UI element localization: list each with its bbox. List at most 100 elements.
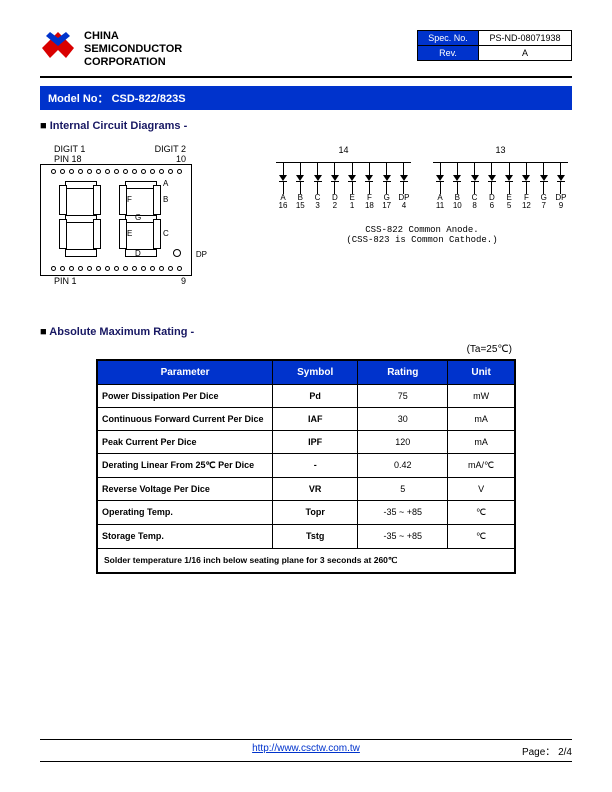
diode: A11 — [433, 163, 447, 212]
table-row: Continuous Forward Current Per DiceIAF30… — [97, 407, 515, 430]
table-row: Power Dissipation Per DicePd75mW — [97, 384, 515, 407]
diode: E1 — [345, 163, 359, 212]
header: CHINA SEMICONDUCTOR CORPORATION Spec. No… — [40, 30, 572, 70]
pin18-label: PIN 18 — [54, 154, 82, 164]
header-divider — [40, 76, 572, 78]
model-number: CSD-822/823S — [112, 93, 186, 105]
param-cell: Operating Temp. — [97, 500, 273, 524]
diode: C3 — [311, 163, 325, 212]
diode-pin: 7 — [537, 202, 551, 211]
digit-1 — [59, 181, 101, 257]
diode-pin: 12 — [519, 202, 533, 211]
unit-cell: V — [448, 477, 515, 500]
unit-cell: mA/℃ — [448, 453, 515, 477]
rating-header: Parameter — [97, 360, 273, 385]
pin9-label: 9 — [181, 276, 186, 286]
seg-g-label: G — [135, 213, 141, 222]
digit2-label: DIGIT 2 — [155, 144, 186, 154]
table-row: Derating Linear From 25℃ Per Dice-0.42mA… — [97, 453, 515, 477]
symbol-cell: VR — [273, 477, 358, 500]
rating-cell: 30 — [358, 407, 448, 430]
seg-a-label: A — [163, 179, 168, 188]
unit-cell: ℃ — [448, 524, 515, 548]
dp-dot — [173, 249, 181, 257]
table-row: Peak Current Per DiceIPF120mA — [97, 430, 515, 453]
diode: D6 — [485, 163, 499, 212]
page-value: 2/4 — [558, 747, 572, 758]
footer-page: Page： 2/4 — [522, 743, 572, 758]
rating-section-title: Absolute Maximum Rating - — [40, 326, 572, 338]
symbol-cell: IPF — [273, 430, 358, 453]
digit1-label: DIGIT 1 — [54, 144, 85, 154]
diode-pin: 18 — [362, 202, 376, 211]
pin10-label: 10 — [176, 154, 186, 164]
unit-cell: mA — [448, 430, 515, 453]
diode: G7 — [537, 163, 551, 212]
footer-url[interactable]: http://www.csctw.com.tw — [252, 743, 360, 754]
diode-pin: 11 — [433, 202, 447, 211]
circuit-diagram: 14 A16B15C3D2E1F18G17DP4 13 A11B10C8D6E5… — [272, 144, 572, 246]
diode-pin: 15 — [293, 202, 307, 211]
common-pin-right: 13 — [433, 145, 568, 155]
diode: DP4 — [397, 163, 411, 212]
spec-no-label: Spec. No. — [418, 31, 479, 46]
company-name: CHINA SEMICONDUCTOR CORPORATION — [84, 30, 182, 70]
diode-pin: 16 — [276, 202, 290, 211]
diode: F18 — [362, 163, 376, 212]
spec-table: Spec. No. PS-ND-08071938 Rev. A — [417, 30, 572, 61]
dp-label: DP — [196, 250, 207, 259]
param-cell: Reverse Voltage Per Dice — [97, 477, 273, 500]
diode-pin: 4 — [397, 202, 411, 211]
diode: C8 — [468, 163, 482, 212]
rating-header: Rating — [358, 360, 448, 385]
param-cell: Continuous Forward Current Per Dice — [97, 407, 273, 430]
seg-c-label: C — [163, 229, 169, 238]
page-label: Page： — [522, 747, 555, 758]
seg-b-label: B — [163, 195, 168, 204]
model-bar: Model No： CSD-822/823S — [40, 86, 572, 110]
diode-pin: 2 — [328, 202, 342, 211]
symbol-cell: Topr — [273, 500, 358, 524]
symbol-cell: IAF — [273, 407, 358, 430]
diode-pin: 9 — [554, 202, 568, 211]
logo-company-block: CHINA SEMICONDUCTOR CORPORATION — [40, 30, 182, 70]
company-logo-icon — [40, 30, 76, 60]
rating-cell: -35 ~ +85 — [358, 524, 448, 548]
unit-cell: mA — [448, 407, 515, 430]
rev-label: Rev. — [418, 46, 479, 61]
caption-line1: CSS-822 Common Anode. — [272, 225, 572, 235]
diagrams-row: DIGIT 1 DIGIT 2 PIN 18 10 — [40, 144, 572, 286]
diode-pin: 10 — [450, 202, 464, 211]
seg-d-label: D — [135, 249, 141, 258]
rating-cell: -35 ~ +85 — [358, 500, 448, 524]
diode-pin: 6 — [485, 202, 499, 211]
model-prefix: Model No： — [48, 93, 109, 105]
diode: D2 — [328, 163, 342, 212]
table-row: Operating Temp.Topr-35 ~ +85℃ — [97, 500, 515, 524]
diode: G17 — [380, 163, 394, 212]
diode: A16 — [276, 163, 290, 212]
diode-group-right: 13 A11B10C8D6E5F12G7DP9 — [433, 144, 568, 212]
unit-cell: ℃ — [448, 500, 515, 524]
unit-cell: mW — [448, 384, 515, 407]
circuit-section-title: Internal Circuit Diagrams - — [40, 120, 572, 132]
diode-pin: 17 — [380, 202, 394, 211]
ta-note: (Ta=25℃) — [40, 344, 512, 355]
seven-segment-diagram: DIGIT 1 DIGIT 2 PIN 18 10 — [40, 144, 200, 286]
diode-pin: 8 — [468, 202, 482, 211]
caption-line2: (CSS-823 is Common Cathode.) — [272, 235, 572, 245]
param-cell: Peak Current Per Dice — [97, 430, 273, 453]
rating-cell: 5 — [358, 477, 448, 500]
diode: B10 — [450, 163, 464, 212]
diode-pin: 3 — [311, 202, 325, 211]
diode-pin: 5 — [502, 202, 516, 211]
symbol-cell: - — [273, 453, 358, 477]
param-cell: Derating Linear From 25℃ Per Dice — [97, 453, 273, 477]
company-line3: CORPORATION — [84, 56, 182, 69]
solder-note-row: Solder temperature 1/16 inch below seati… — [97, 548, 515, 573]
param-cell: Power Dissipation Per Dice — [97, 384, 273, 407]
pin1-label: PIN 1 — [54, 276, 77, 286]
table-row: Storage Temp.Tstg-35 ~ +85℃ — [97, 524, 515, 548]
diode: F12 — [519, 163, 533, 212]
symbol-cell: Tstg — [273, 524, 358, 548]
